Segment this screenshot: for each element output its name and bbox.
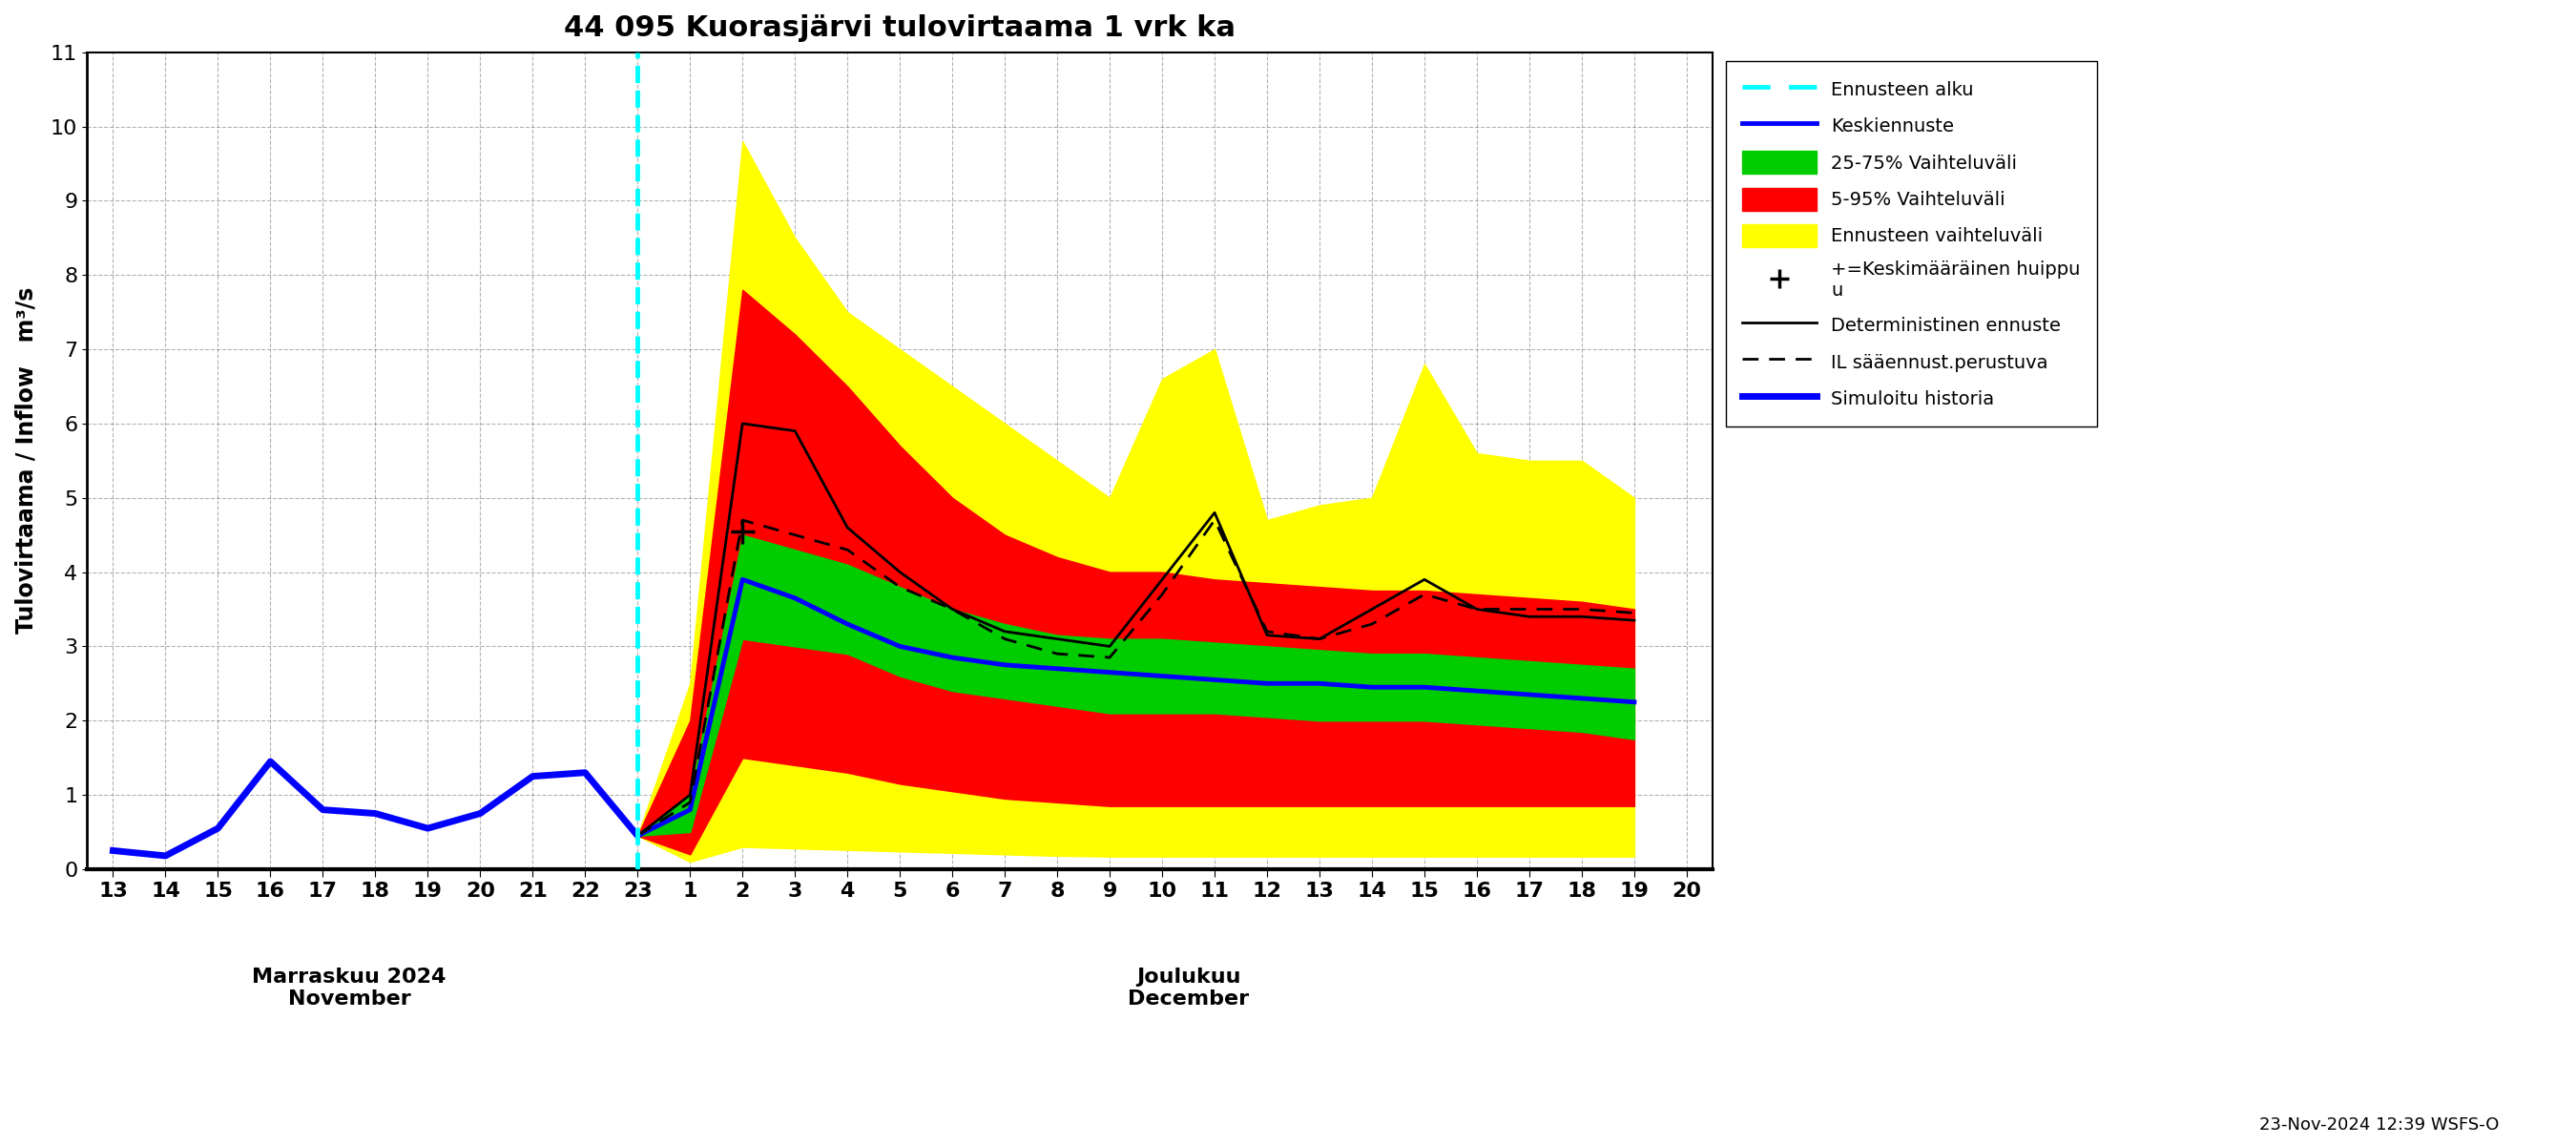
Text: Marraskuu 2024
November: Marraskuu 2024 November: [252, 968, 446, 1009]
Text: Joulukuu
December: Joulukuu December: [1128, 968, 1249, 1009]
Y-axis label: Tulovirtaama / Inflow   m³/s: Tulovirtaama / Inflow m³/s: [15, 287, 36, 634]
Legend: Ennusteen alku, Keskiennuste, 25-75% Vaihteluväli, 5-95% Vaihteluväli, Ennusteen: Ennusteen alku, Keskiennuste, 25-75% Vai…: [1726, 62, 2097, 426]
Text: 23-Nov-2024 12:39 WSFS-O: 23-Nov-2024 12:39 WSFS-O: [2259, 1116, 2499, 1134]
Title: 44 095 Kuorasjärvi tulovirtaama 1 vrk ka: 44 095 Kuorasjärvi tulovirtaama 1 vrk ka: [564, 14, 1236, 42]
